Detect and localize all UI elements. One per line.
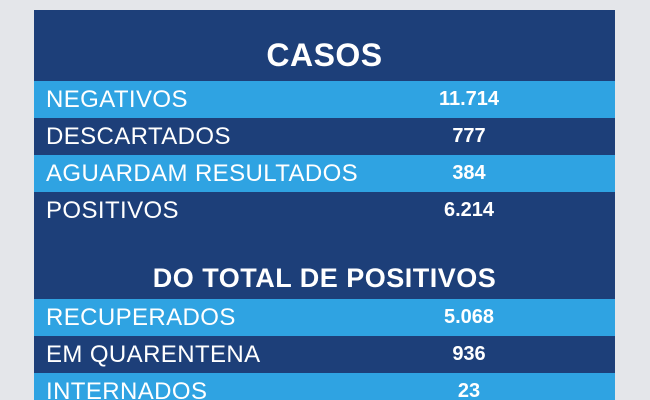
row-value: 936: [452, 343, 486, 365]
row-value: 384: [452, 162, 486, 184]
row-label: NEGATIVOS: [46, 86, 188, 113]
row-value: 6.214: [443, 199, 495, 221]
row-internados: INTERNADOS 23: [34, 373, 615, 400]
row-descartados: DESCARTADOS 777: [34, 118, 615, 155]
row-label: INTERNADOS: [46, 378, 208, 400]
row-label: EM QUARENTENA: [46, 341, 261, 368]
row-label: RECUPERADOS: [46, 304, 236, 331]
row-positivos: POSITIVOS 6.214: [34, 192, 615, 229]
cases-panel: CASOS NEGATIVOS 11.714 DESCARTADOS 777 A…: [34, 10, 615, 400]
row-label: AGUARDAM RESULTADOS: [46, 160, 359, 187]
row-em-quarentena: EM QUARENTENA 936: [34, 336, 615, 373]
row-value: 23: [457, 380, 481, 400]
row-recuperados: RECUPERADOS 5.068: [34, 299, 615, 336]
casos-title: CASOS: [266, 37, 383, 73]
row-label: DESCARTADOS: [46, 123, 231, 150]
row-value: 777: [452, 125, 486, 147]
row-aguardam-resultados: AGUARDAM RESULTADOS 384: [34, 155, 615, 192]
row-value: 5.068: [443, 306, 495, 328]
positivos-title: DO TOTAL DE POSITIVOS: [152, 263, 497, 293]
row-label: POSITIVOS: [46, 197, 179, 224]
row-value: 11.714: [438, 88, 500, 110]
row-negativos: NEGATIVOS 11.714: [34, 81, 615, 118]
